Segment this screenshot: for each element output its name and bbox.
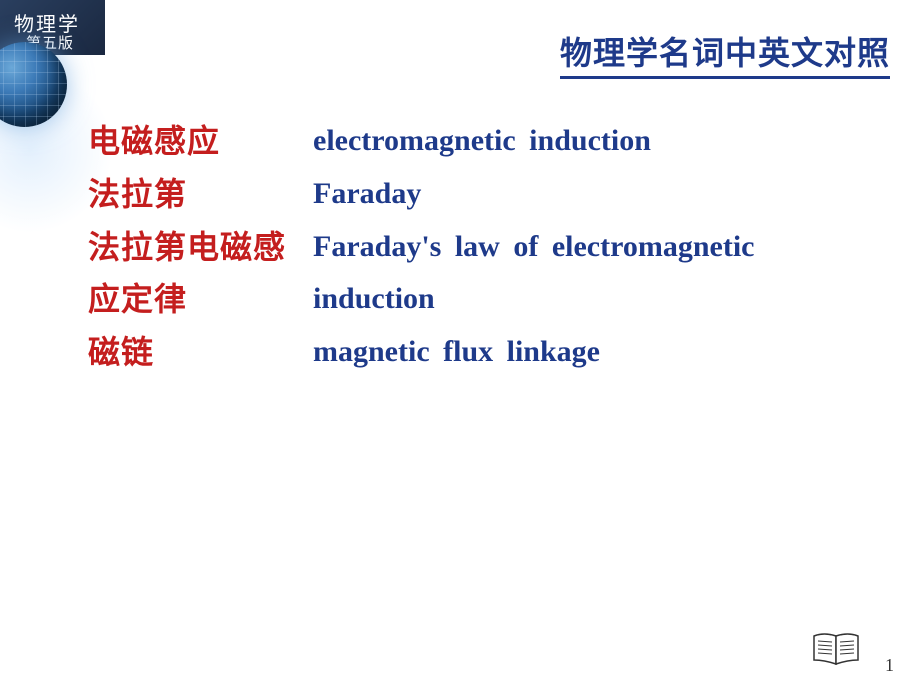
vocab-english: electromagnetic induction (313, 115, 878, 168)
vocab-chinese: 法拉第 (88, 168, 313, 221)
vocab-row: 法拉第电磁感应定律 Faraday's law of electromagnet… (88, 221, 878, 327)
textbook-badge: 物理学 第五版 (0, 0, 105, 120)
book-icon (810, 628, 862, 668)
vocab-row: 电磁感应 electromagnetic induction (88, 115, 878, 168)
vocab-chinese: 电磁感应 (88, 115, 313, 168)
vocab-english: magnetic flux linkage (313, 326, 878, 379)
page-number: 1 (885, 655, 894, 676)
slide-title: 物理学名词中英文对照 (560, 28, 890, 79)
vocab-english: Faraday's law of electromagnetic inducti… (313, 221, 878, 326)
vocab-english: Faraday (313, 168, 878, 221)
vocab-row: 磁链 magnetic flux linkage (88, 326, 878, 379)
vocabulary-table: 电磁感应 electromagnetic induction 法拉第 Farad… (88, 115, 878, 379)
vocab-row: 法拉第 Faraday (88, 168, 878, 221)
vocab-chinese: 磁链 (88, 326, 313, 379)
vocab-chinese: 法拉第电磁感应定律 (88, 221, 313, 327)
